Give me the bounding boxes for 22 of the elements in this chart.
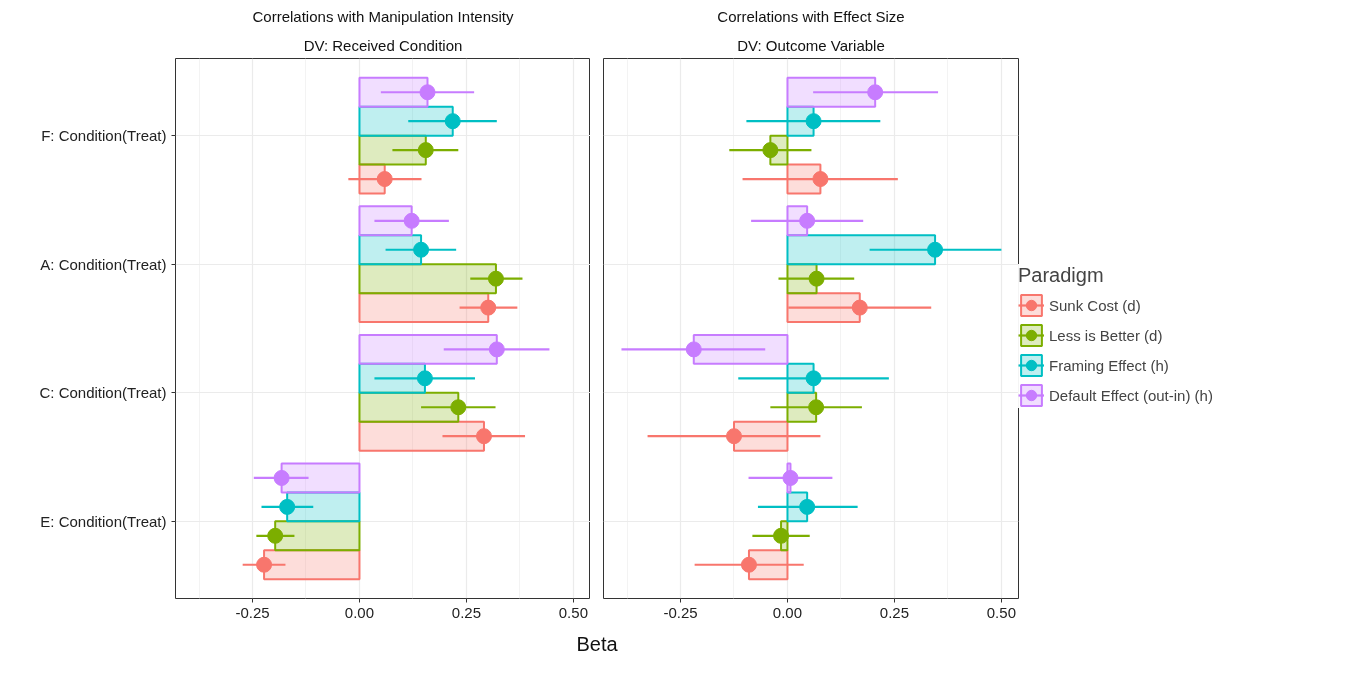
- y-tick-label: F: Condition(Treat): [41, 127, 167, 145]
- x-tick-label: 0.50: [558, 603, 588, 621]
- chart-subtitle: DV: Received Condition: [303, 36, 463, 54]
- legend-title: Paradigm: [1018, 264, 1105, 287]
- y-tick-label: A: Condition(Treat): [40, 255, 167, 273]
- x-tick-label: 0.25: [451, 603, 482, 621]
- x-axis-title: Beta: [576, 632, 619, 655]
- chart-subtitle: DV: Outcome Variable: [737, 36, 885, 54]
- x-tick-label: 0.50: [986, 603, 1016, 621]
- y-tick-label: E: Condition(Treat): [40, 512, 167, 530]
- legend-label: Sunk Cost (d): [1049, 296, 1141, 314]
- legend-label: Less is Better (d): [1049, 326, 1163, 344]
- chart-title: Correlations with Manipulation Intensity: [252, 7, 514, 25]
- x-tick-label: 0.00: [344, 603, 375, 621]
- x-tick-label: 0.00: [772, 603, 803, 621]
- chart-title: Correlations with Effect Size: [717, 7, 905, 25]
- legend-label: Default Effect (out-in) (h): [1049, 386, 1213, 404]
- y-tick-label: C: Condition(Treat): [39, 384, 167, 402]
- x-tick-label: 0.25: [879, 603, 910, 621]
- x-tick-label: -0.25: [235, 603, 270, 621]
- legend-label: Framing Effect (h): [1049, 356, 1169, 374]
- x-tick-label: -0.25: [663, 603, 698, 621]
